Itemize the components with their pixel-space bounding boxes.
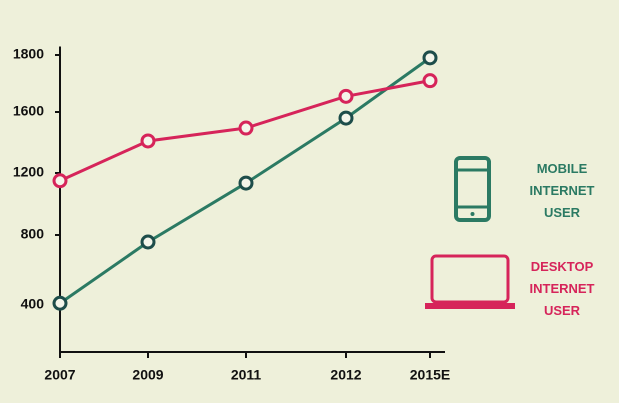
legend-label-line: DESKTOP xyxy=(531,259,594,274)
x-tick-label: 2012 xyxy=(330,367,361,383)
x-tick-label: 2011 xyxy=(231,367,262,383)
legend-label-line: USER xyxy=(544,303,581,318)
legend-label-line: MOBILE xyxy=(537,161,588,176)
point xyxy=(140,133,156,149)
point xyxy=(238,120,254,136)
point xyxy=(338,110,354,126)
point xyxy=(238,175,254,191)
point xyxy=(422,73,438,89)
y-tick-label: 400 xyxy=(21,296,45,312)
x-tick-label: 2007 xyxy=(44,367,75,383)
y-tick-label: 1200 xyxy=(13,164,44,180)
y-tick-label: 1600 xyxy=(13,103,44,119)
point xyxy=(52,173,68,189)
x-tick-label: 2009 xyxy=(132,367,163,383)
legend-label-line: INTERNET xyxy=(530,183,595,198)
mobile-icon xyxy=(454,156,491,222)
legend: MOBILE INTERNET USER DESKTOP INTERNET USER xyxy=(425,156,595,318)
legend-label-line: INTERNET xyxy=(530,281,595,296)
legend-label-line: USER xyxy=(544,205,581,220)
x-tick-label: 2015E xyxy=(410,367,450,383)
legend-label: DESKTOP INTERNET USER xyxy=(530,259,595,318)
legend-label: MOBILE INTERNET USER xyxy=(530,161,595,220)
laptop-icon xyxy=(430,254,510,304)
point xyxy=(422,50,438,66)
y-tick-label: 800 xyxy=(21,226,45,242)
laptop-icon xyxy=(425,303,515,309)
point xyxy=(52,295,68,311)
mobile-icon xyxy=(470,212,475,216)
point xyxy=(338,88,354,104)
point xyxy=(140,234,156,250)
y-tick-label: 1800 xyxy=(13,46,44,62)
